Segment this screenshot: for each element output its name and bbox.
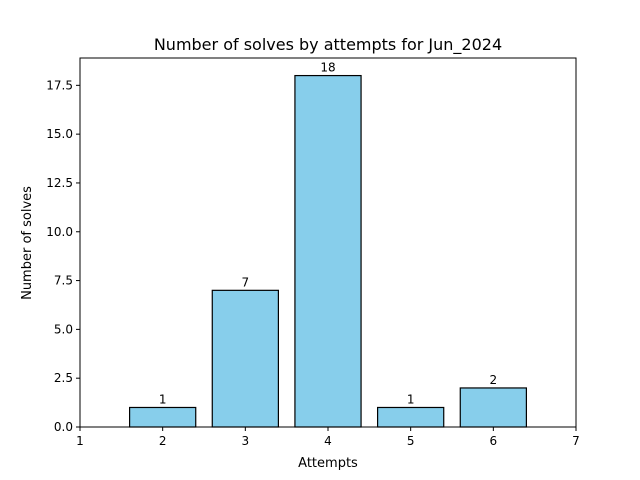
x-tick-label: 2 [159,434,167,448]
data-label-6: 2 [490,373,498,387]
x-tick-label: 5 [407,434,415,448]
data-label-2: 1 [159,392,167,406]
y-tick-label: 10.0 [46,225,73,239]
x-tick-label: 3 [242,434,250,448]
chart-title: Number of solves by attempts for Jun_202… [154,35,502,55]
y-tick-label: 15.0 [46,127,73,141]
x-tick-label: 4 [324,434,332,448]
plot-area: 1 7 18 1 2 1 2 3 4 5 6 7 0.0 2.5 5.0 7.5 10.0 12.5 15.0 17.… [46,57,580,448]
data-label-5: 1 [407,392,415,406]
bar-6 [459,387,527,428]
y-axis-label: Number of solves [20,186,35,300]
y-tick-label: 2.5 [54,371,73,385]
data-label-4: 18 [320,61,335,75]
bar-3 [211,289,279,428]
bar-5 [377,406,445,428]
x-tick-label: 7 [572,434,580,448]
y-tick-label: 17.5 [46,78,73,92]
bar-4 [294,74,362,428]
y-tick-label: 0.0 [54,420,73,434]
y-tick-label: 12.5 [46,176,73,190]
y-tick-label: 5.0 [54,322,73,336]
data-label-3: 7 [242,275,250,289]
bar-2 [129,406,197,428]
x-axis-label: Attempts [298,456,358,471]
y-tick-label: 7.5 [54,274,73,288]
x-tick-label: 1 [76,434,84,448]
x-tick-label: 6 [490,434,498,448]
